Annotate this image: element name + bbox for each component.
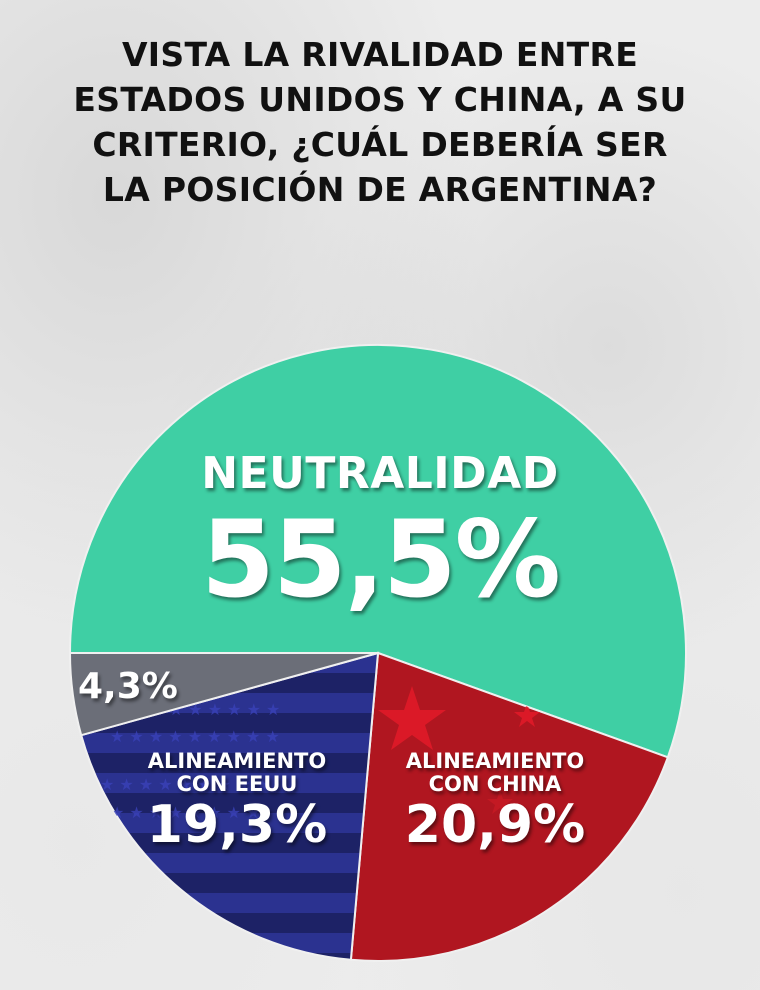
- us-stars-decoration: ★ ★ ★ ★ ★ ★ ★ ★ ★ ★ ★ ★ ★ ★ ★ ★ ★ ★ ★ ★ …: [100, 700, 280, 822]
- svg-text:★ ★ ★ ★ ★ ★ ★ ★ ★: ★ ★ ★ ★ ★ ★ ★ ★ ★: [100, 775, 270, 794]
- title-line-4: LA POSICIÓN DE ARGENTINA?: [102, 170, 658, 209]
- china-star-decoration: [378, 686, 540, 814]
- value-china: 20,9%: [404, 795, 586, 855]
- svg-text:★ ★ ★ ★ ★ ★ ★ ★: ★ ★ ★ ★ ★ ★ ★ ★: [110, 803, 260, 822]
- pie-slice-otro: [68, 652, 379, 737]
- label-eeuu: ALINEAMIENTO CON EEUU: [112, 750, 362, 796]
- label-eeuu-line-1: ALINEAMIENTO: [147, 749, 327, 773]
- title-line-1: VISTA LA RIVALIDAD ENTRE: [121, 35, 639, 74]
- svg-text:★ ★ ★ ★ ★ ★ ★ ★ ★: ★ ★ ★ ★ ★ ★ ★ ★ ★: [110, 727, 280, 746]
- value-eeuu: 19,3%: [146, 795, 328, 855]
- label-china: ALINEAMIENTO CON CHINA: [380, 750, 610, 796]
- label-eeuu-line-2: CON EEUU: [176, 772, 298, 796]
- pie-slice-neutralidad: [68, 344, 687, 759]
- label-china-line-1: ALINEAMIENTO: [405, 749, 585, 773]
- label-china-line-2: CON CHINA: [428, 772, 562, 796]
- pie-slice-eeuu: [79, 651, 380, 961]
- title-line-3: CRITERIO, ¿CUÁL DEBERÍA SER: [92, 125, 668, 164]
- label-neutralidad: NEUTRALIDAD: [201, 448, 559, 499]
- title-line-2: ESTADOS UNIDOS Y CHINA, A SU: [73, 80, 687, 119]
- value-neutralidad: 55,5%: [201, 498, 561, 621]
- chart-title: VISTA LA RIVALIDAD ENTRE ESTADOS UNIDOS …: [40, 32, 720, 212]
- pie-slice-china: [349, 651, 670, 962]
- value-otro: 4,3%: [78, 666, 178, 707]
